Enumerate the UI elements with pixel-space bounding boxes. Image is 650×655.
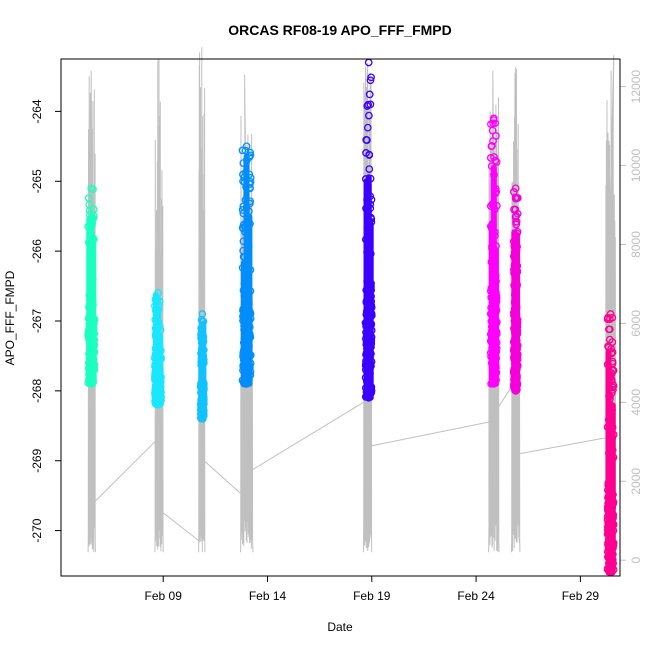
data-point	[491, 156, 500, 165]
data-series	[486, 114, 501, 388]
data-point	[511, 184, 520, 193]
data-point	[87, 380, 96, 388]
data-point	[489, 380, 498, 388]
x-tick-label: Feb 29	[562, 589, 600, 603]
data-point	[363, 123, 372, 132]
y-tick-label: -267	[30, 309, 44, 333]
altitude-flight-trace	[154, 58, 164, 553]
x-axis-label: Date	[327, 620, 353, 634]
data-point	[198, 310, 207, 318]
data-point	[490, 153, 498, 161]
data-point	[238, 146, 247, 155]
data-point	[242, 380, 251, 388]
y-tick-label: -268	[30, 379, 44, 403]
y2-tick-label: 2000	[629, 468, 643, 495]
data-point	[511, 387, 520, 395]
data-point	[365, 111, 373, 120]
altitude-transit-line	[162, 512, 199, 541]
data-series	[603, 310, 618, 577]
data-point	[492, 132, 500, 140]
altitude-flight-trace	[198, 47, 206, 553]
data-point	[365, 90, 374, 99]
x-tick-label: Feb 09	[145, 589, 183, 603]
data-point	[366, 76, 375, 85]
altitude-transit-line	[204, 461, 241, 494]
data-point	[606, 310, 615, 318]
data-point	[362, 136, 371, 144]
altitude-transit-line	[498, 386, 512, 407]
y2-tick-label: 0	[629, 557, 643, 564]
data-series	[509, 184, 522, 395]
data-point	[512, 194, 521, 202]
data-series	[151, 289, 165, 409]
data-point	[489, 114, 498, 123]
data-point	[154, 400, 162, 409]
altitude-transit-line	[252, 401, 364, 470]
data-point	[364, 393, 373, 402]
x-tick-label: Feb 14	[249, 589, 287, 603]
data-series	[238, 142, 255, 388]
data-point	[84, 194, 93, 202]
data-series	[196, 310, 208, 423]
y2-tick-label: 12000	[629, 70, 643, 104]
altitude-flight-trace	[362, 62, 373, 553]
altitude-transit-line	[519, 437, 606, 455]
x-tick-label: Feb 24	[457, 589, 495, 603]
data-point	[366, 100, 375, 109]
data-series	[84, 184, 99, 388]
y-tick-label: -265	[30, 169, 44, 193]
altitude-transit-line	[371, 421, 489, 447]
data-point	[487, 142, 496, 151]
y-tick-label: -264	[30, 99, 44, 123]
data-point	[365, 165, 374, 173]
chart-title: ORCAS RF08-19 APO_FFF_FMPD	[228, 22, 452, 38]
data-point	[87, 184, 96, 193]
x-tick-label: Feb 19	[353, 589, 391, 603]
data-point	[605, 335, 614, 344]
altitude-transit-line	[95, 441, 156, 502]
y2-tick-label: 10000	[629, 149, 643, 183]
data-series	[361, 58, 376, 402]
data-point	[242, 142, 251, 151]
data-point	[608, 313, 617, 322]
data-point	[605, 325, 613, 334]
data-point	[487, 120, 495, 129]
y2-tick-label: 8000	[629, 231, 643, 258]
altitude-flight-trace	[87, 70, 96, 553]
data-point	[246, 148, 255, 157]
y-axis-label: APO_FFF_FMPD	[3, 270, 17, 365]
y-tick-label: -270	[30, 518, 44, 542]
y-tick-label: -266	[30, 239, 44, 263]
plot-frame	[60, 58, 621, 577]
data-point	[512, 212, 521, 220]
altitude-flight-trace	[511, 66, 521, 553]
data-point	[362, 149, 370, 157]
data-point	[154, 289, 162, 297]
data-point	[198, 414, 207, 423]
data-point	[367, 73, 375, 82]
y2-tick-label: 6000	[629, 310, 643, 337]
data-points-layer	[84, 58, 618, 577]
y-tick-label: -269	[30, 448, 44, 472]
y2-tick-label: 4000	[629, 389, 643, 416]
